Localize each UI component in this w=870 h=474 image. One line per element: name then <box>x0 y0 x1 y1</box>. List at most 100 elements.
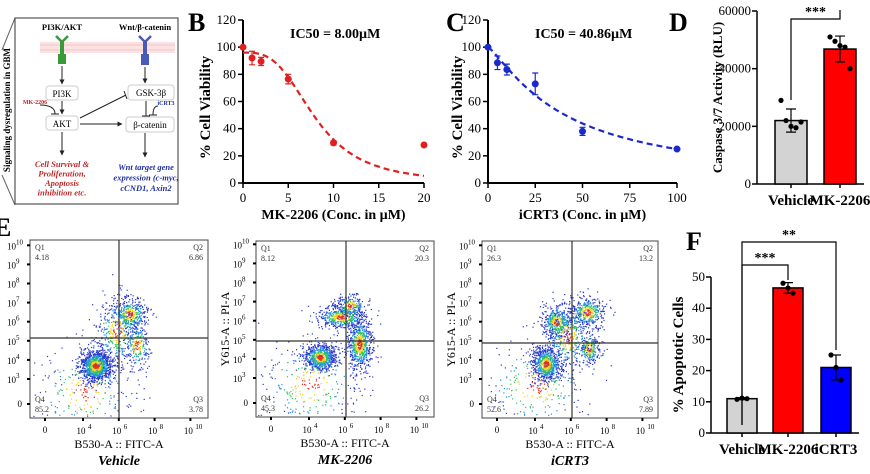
event-dot <box>365 342 367 344</box>
event-dot <box>66 388 68 390</box>
event-dot <box>339 359 341 361</box>
event-dot <box>147 358 149 360</box>
event-dot <box>331 363 333 365</box>
event-dot <box>306 358 308 360</box>
event-dot <box>127 315 129 317</box>
event-dot <box>325 320 328 322</box>
event-dot <box>295 378 298 380</box>
event-dot <box>139 352 141 355</box>
event-dot <box>135 353 137 355</box>
event-dot <box>302 354 304 356</box>
event-dot <box>77 365 79 367</box>
event-dot <box>319 364 321 366</box>
event-dot <box>350 324 352 326</box>
event-dot <box>79 356 81 358</box>
event-dot <box>107 320 109 322</box>
event-dot <box>370 308 372 311</box>
event-dot <box>137 318 139 320</box>
event-dot <box>327 312 329 314</box>
event-dot <box>119 333 121 335</box>
event-dot <box>111 296 113 299</box>
event-dot <box>346 322 348 324</box>
event-dot <box>123 302 125 304</box>
y-tick-label: 10 <box>233 355 243 365</box>
event-dot <box>328 315 330 317</box>
x-tick-label: 0 <box>240 190 247 205</box>
event-dot <box>123 339 125 341</box>
event-dot <box>352 358 354 360</box>
event-dot <box>99 378 101 380</box>
event-dot <box>346 310 348 312</box>
event-dot <box>546 353 548 355</box>
event-dot <box>369 331 371 333</box>
event-dot <box>95 391 97 393</box>
event-dot <box>361 368 363 370</box>
event-dot <box>542 379 544 381</box>
event-dot <box>363 372 365 374</box>
event-dot <box>139 350 141 352</box>
event-dot <box>314 365 316 367</box>
event-dot <box>317 344 319 346</box>
y-tick-exponent: 4 <box>16 353 20 361</box>
event-dot <box>132 323 134 326</box>
event-dot <box>368 322 370 325</box>
event-dot <box>353 333 355 335</box>
event-dot <box>111 332 113 334</box>
event-dot <box>110 383 112 385</box>
event-dot <box>333 353 335 355</box>
event-dot <box>339 362 341 364</box>
event-dot <box>104 361 106 363</box>
event-dot <box>89 354 91 356</box>
event-dot <box>108 350 110 352</box>
event-dot <box>98 365 100 367</box>
event-dot <box>312 349 314 351</box>
event-dot <box>308 388 310 390</box>
event-dot <box>554 363 557 365</box>
event-dot <box>80 389 82 391</box>
event-dot <box>91 387 93 389</box>
event-dot <box>103 356 105 358</box>
event-dot <box>102 362 105 364</box>
event-dot <box>372 389 374 391</box>
event-dot <box>99 375 101 377</box>
event-dot <box>358 356 360 358</box>
event-dot <box>340 323 342 325</box>
event-dot <box>355 350 357 352</box>
event-dot <box>364 339 366 341</box>
event-dot <box>314 387 317 389</box>
event-dot <box>362 328 364 330</box>
event-dot <box>129 327 131 329</box>
event-dot <box>317 386 319 389</box>
event-dot <box>88 360 90 362</box>
event-dot <box>359 332 361 334</box>
event-dot <box>100 330 102 332</box>
event-dot <box>122 310 125 312</box>
event-dot <box>370 336 372 338</box>
event-dot <box>94 369 96 371</box>
event-dot <box>91 364 93 366</box>
event-dot <box>92 351 94 353</box>
event-dot <box>357 323 360 325</box>
event-dot <box>97 351 99 354</box>
event-dot <box>561 366 563 368</box>
event-dot <box>117 323 119 325</box>
event-dot <box>353 296 355 298</box>
event-dot <box>121 323 123 325</box>
event-dot <box>140 304 142 306</box>
event-dot <box>332 358 334 360</box>
event-dot <box>87 415 89 417</box>
x-tick-label: 10 <box>148 426 158 436</box>
event-dot <box>362 334 364 336</box>
node-gsk3b-label: GSK-3β <box>136 88 167 98</box>
event-dot <box>133 305 135 308</box>
y-tick-exponent: 4 <box>242 352 246 360</box>
event-dot <box>355 356 357 358</box>
event-dot <box>324 343 326 345</box>
event-dot <box>95 369 97 372</box>
event-dot <box>361 321 363 323</box>
event-dot <box>326 312 328 315</box>
event-dot <box>310 347 312 349</box>
event-dot <box>343 319 345 321</box>
event-dot <box>347 302 350 304</box>
event-dot <box>129 312 131 314</box>
